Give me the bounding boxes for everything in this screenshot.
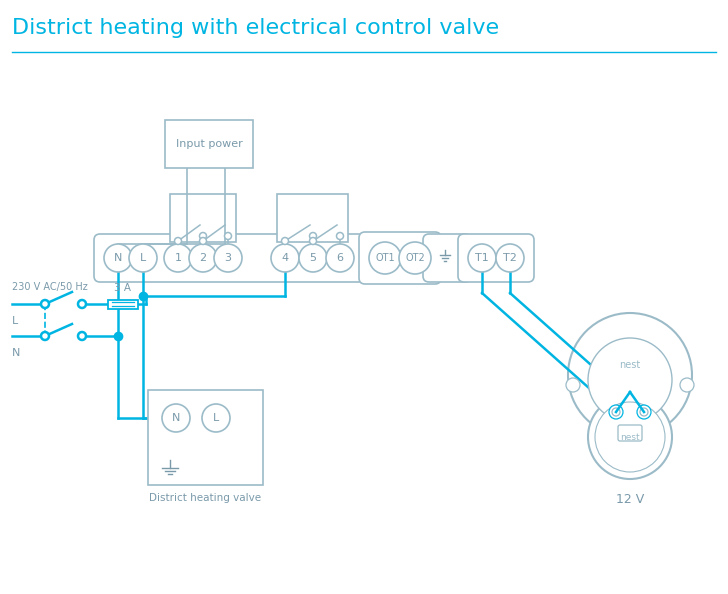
Text: 1: 1 (175, 253, 181, 263)
FancyBboxPatch shape (277, 194, 348, 242)
Text: nest: nest (620, 360, 641, 370)
Circle shape (164, 244, 192, 272)
FancyBboxPatch shape (148, 390, 263, 485)
Text: District heating with electrical control valve: District heating with electrical control… (12, 18, 499, 38)
Circle shape (588, 338, 672, 422)
Text: T1: T1 (475, 253, 489, 263)
Text: N: N (172, 413, 181, 423)
Circle shape (78, 332, 86, 340)
FancyBboxPatch shape (458, 234, 534, 282)
Circle shape (468, 244, 496, 272)
Circle shape (399, 242, 431, 274)
Text: 3: 3 (224, 253, 232, 263)
Circle shape (680, 378, 694, 392)
Circle shape (588, 395, 672, 479)
Circle shape (41, 300, 49, 308)
Circle shape (637, 405, 651, 419)
Text: 230 V AC/50 Hz: 230 V AC/50 Hz (12, 282, 88, 292)
Circle shape (78, 300, 86, 308)
Circle shape (214, 244, 242, 272)
Circle shape (202, 404, 230, 432)
Text: nest: nest (620, 432, 640, 441)
FancyBboxPatch shape (94, 234, 364, 282)
Circle shape (224, 232, 232, 239)
Circle shape (104, 244, 132, 272)
Text: District heating valve: District heating valve (149, 493, 261, 503)
Circle shape (640, 408, 648, 416)
Circle shape (129, 244, 157, 272)
Text: L: L (213, 413, 219, 423)
Text: T2: T2 (503, 253, 517, 263)
Text: 4: 4 (282, 253, 288, 263)
Circle shape (612, 408, 620, 416)
Circle shape (595, 402, 665, 472)
Text: 3 A: 3 A (114, 283, 132, 293)
FancyBboxPatch shape (170, 194, 236, 242)
FancyBboxPatch shape (423, 234, 471, 282)
Circle shape (199, 238, 207, 245)
Circle shape (299, 244, 327, 272)
FancyBboxPatch shape (618, 425, 642, 441)
Text: L: L (140, 253, 146, 263)
Text: 5: 5 (309, 253, 317, 263)
FancyBboxPatch shape (165, 120, 253, 168)
Text: N: N (12, 348, 20, 358)
Circle shape (568, 313, 692, 437)
Circle shape (271, 244, 299, 272)
Circle shape (326, 244, 354, 272)
FancyBboxPatch shape (108, 299, 138, 308)
Circle shape (282, 238, 288, 245)
Text: 12 V: 12 V (616, 493, 644, 506)
Circle shape (369, 242, 401, 274)
Text: N: N (114, 253, 122, 263)
Text: 2: 2 (199, 253, 207, 263)
Circle shape (175, 238, 181, 245)
FancyBboxPatch shape (359, 232, 441, 284)
Text: Input power: Input power (175, 139, 242, 149)
Circle shape (309, 232, 317, 239)
Circle shape (199, 232, 207, 239)
Circle shape (162, 404, 190, 432)
Circle shape (41, 332, 49, 340)
Circle shape (189, 244, 217, 272)
Circle shape (309, 238, 317, 245)
Text: OT1: OT1 (375, 253, 395, 263)
Text: OT2: OT2 (405, 253, 425, 263)
Circle shape (609, 405, 623, 419)
Text: L: L (12, 316, 18, 326)
Circle shape (336, 232, 344, 239)
Text: 6: 6 (336, 253, 344, 263)
Circle shape (496, 244, 524, 272)
Circle shape (566, 378, 580, 392)
